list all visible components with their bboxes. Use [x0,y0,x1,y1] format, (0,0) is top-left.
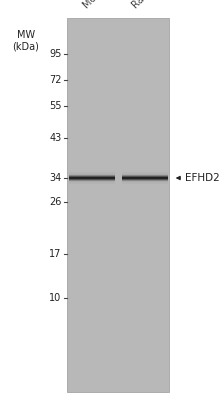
Bar [69,172,115,173]
Bar [122,182,168,183]
Bar [69,176,115,177]
Bar [69,179,115,180]
Bar [122,177,168,178]
Bar [69,181,115,182]
Bar [122,175,168,176]
Bar [67,18,169,392]
Text: 95: 95 [49,49,61,59]
Text: 17: 17 [49,249,61,259]
Bar [122,181,168,182]
Bar [69,181,115,182]
Text: Mouse brain: Mouse brain [81,0,131,10]
Text: MW
(kDa): MW (kDa) [12,30,39,52]
Text: 43: 43 [49,133,61,143]
Bar [122,181,168,182]
Text: EFHD2: EFHD2 [185,173,220,183]
Text: 26: 26 [49,197,61,207]
Bar [69,177,115,178]
Bar [122,178,168,179]
Bar [122,180,168,181]
Text: 72: 72 [49,75,61,85]
Bar [122,183,168,184]
Bar [69,178,115,179]
Bar [69,174,115,175]
Bar [69,183,115,184]
Text: Rat brain: Rat brain [130,0,169,10]
Bar [122,173,168,174]
Bar [69,173,115,174]
Text: 34: 34 [49,173,61,183]
Text: 10: 10 [49,293,61,303]
Bar [122,176,168,177]
Bar [69,175,115,176]
Bar [69,182,115,183]
Text: 55: 55 [49,101,61,111]
Bar [122,174,168,175]
Bar [122,172,168,173]
Bar [122,179,168,180]
Bar [69,180,115,181]
